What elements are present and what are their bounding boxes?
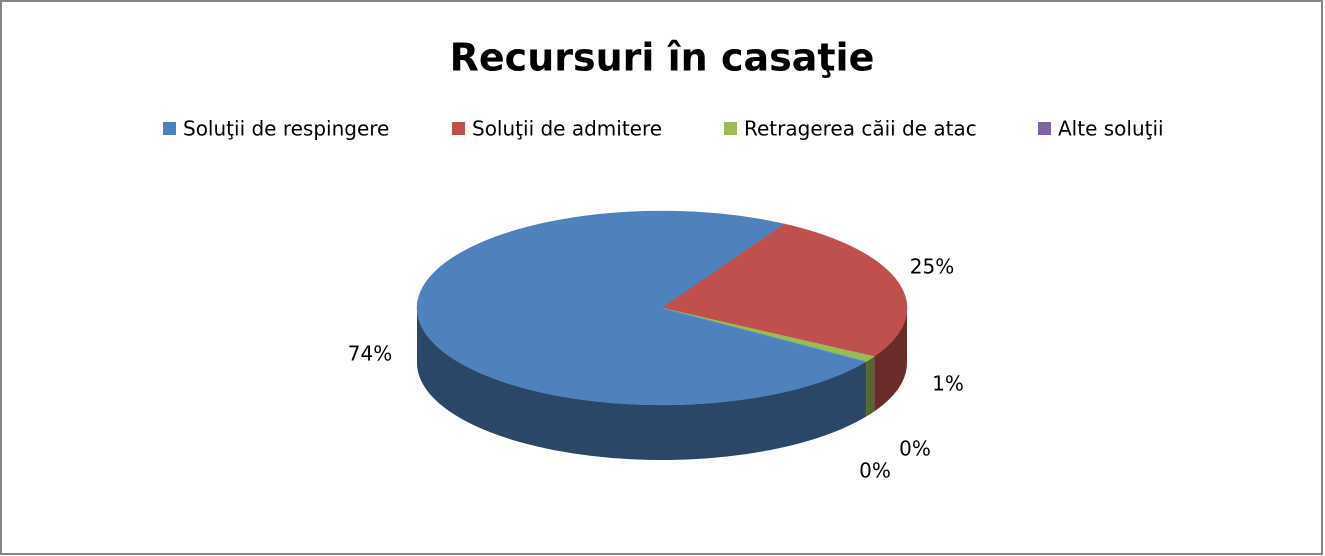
legend-swatch — [452, 122, 465, 135]
slice — [661, 307, 875, 362]
legend-swatch — [163, 122, 176, 135]
data-label: 25% — [910, 255, 954, 279]
chart-title: Recursuri în casaţie — [450, 36, 875, 80]
legend-swatch — [1038, 122, 1051, 135]
data-label: 0% — [859, 459, 891, 483]
slice-side — [866, 356, 875, 417]
legend-swatch — [724, 122, 737, 135]
slice-side — [417, 308, 867, 460]
data-label: 1% — [932, 372, 964, 396]
legend-label: Retragerea căii de atac — [744, 117, 977, 141]
slice — [661, 223, 908, 357]
legend-label: Soluţii de admitere — [472, 117, 662, 141]
slice-side — [874, 308, 907, 412]
data-label: 74% — [348, 342, 392, 366]
data-label: 0% — [899, 437, 931, 461]
slice — [416, 210, 867, 406]
legend-label: Alte soluţii — [1058, 117, 1164, 141]
legend-label: Soluţii de respingere — [183, 117, 389, 141]
